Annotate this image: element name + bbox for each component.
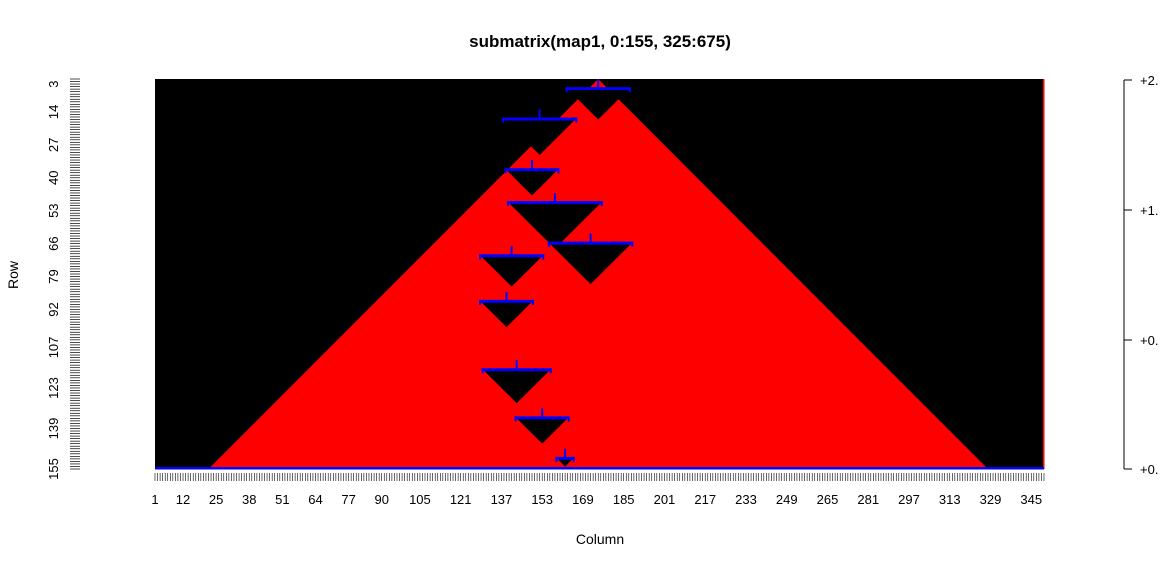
x-axis-tick-label: 297 xyxy=(898,492,920,507)
heatmap-cavity-stem xyxy=(541,408,544,419)
y-axis-tick-label: 139 xyxy=(46,418,61,440)
heatmap-edge-column xyxy=(1043,79,1045,469)
heatmap-cavity xyxy=(557,458,573,467)
colorbar-tick-label: +0. xyxy=(1140,462,1158,477)
heatmap-cavity-boundary-side xyxy=(631,241,634,247)
x-axis-tick-label: 281 xyxy=(857,492,879,507)
x-axis-tick-label: 217 xyxy=(694,492,716,507)
heatmap-cavity xyxy=(516,418,568,444)
heatmap-cavity-boundary-side xyxy=(542,254,545,260)
x-axis-tick-label: 77 xyxy=(341,492,355,507)
x-axis-tick-label: 1 xyxy=(151,492,158,507)
x-axis-tick-label: 38 xyxy=(242,492,256,507)
y-axis-tick-label: 3 xyxy=(46,80,61,87)
y-axis-tick-label: 123 xyxy=(46,377,61,399)
x-axis-tick-label: 313 xyxy=(939,492,961,507)
x-axis-tick-label: 90 xyxy=(374,492,388,507)
y-axis-tick-label: 66 xyxy=(46,236,61,250)
heatmap-cavity-boundary-side xyxy=(600,201,603,207)
heatmap-cavity xyxy=(549,243,632,285)
y-axis-tick-label: 92 xyxy=(46,302,61,316)
heatmap-cavity xyxy=(503,119,576,155)
heatmap-plot-area xyxy=(155,79,1045,469)
heatmap-cavity-boundary-side xyxy=(514,416,517,422)
colorbar-tick-label: +1. xyxy=(1140,203,1158,218)
heatmap-cavity-boundary-side xyxy=(481,368,484,374)
x-axis-tick-label: 169 xyxy=(572,492,594,507)
heatmap-cavity-stem xyxy=(589,233,592,244)
heatmap-cavity xyxy=(509,203,601,249)
x-axis-tick-label: 25 xyxy=(209,492,223,507)
heatmap-cavity-boundary-side xyxy=(479,254,482,260)
heatmap-cavity-stem xyxy=(510,246,513,257)
x-axis-tick-label: 137 xyxy=(491,492,513,507)
heatmap-cavity-stem xyxy=(505,291,508,302)
x-axis-tick-label: 345 xyxy=(1020,492,1042,507)
heatmap-cavity-boundary-side xyxy=(549,368,552,374)
x-axis-tick-label: 265 xyxy=(817,492,839,507)
x-axis-tick-label: 51 xyxy=(275,492,289,507)
heatmap-cavity-boundary-side xyxy=(628,87,631,93)
heatmap-cavity-stem xyxy=(538,109,541,120)
x-axis-tick-label: 121 xyxy=(450,492,472,507)
colorbar-tick-label: +2. xyxy=(1140,73,1158,88)
heatmap-cavity-stem xyxy=(530,160,533,171)
colorbar-tick-label: +0. xyxy=(1140,333,1158,348)
heatmap-cavity-boundary-side xyxy=(557,168,560,174)
heatmap-cavity-boundary-side xyxy=(507,201,510,207)
heatmap-cavity xyxy=(481,256,543,287)
x-axis-tick-label: 249 xyxy=(776,492,798,507)
x-axis-tick-label: 329 xyxy=(980,492,1002,507)
heatmap-cavity xyxy=(483,370,550,404)
y-axis-label: Row xyxy=(5,260,21,289)
y-axis-tick-labels: 3 14 27 40 53 66 79 92 107 123 139 155 xyxy=(46,80,61,479)
y-axis-tick-label: 107 xyxy=(46,337,61,359)
heatmap-cavity-stem xyxy=(515,360,518,371)
heatmap-cavity-boundary-side xyxy=(555,456,558,462)
heatmap-cavity-boundary-side xyxy=(565,87,568,93)
x-axis-ticks xyxy=(154,473,1045,481)
y-axis-tick-label: 14 xyxy=(46,105,61,119)
heatmap-cavity-stem xyxy=(564,448,567,459)
y-axis-tick-label: 155 xyxy=(46,458,61,480)
x-axis-label: Column xyxy=(576,531,624,547)
heatmap-cavity-boundary-side xyxy=(572,456,575,462)
x-axis-tick-label: 201 xyxy=(654,492,676,507)
x-axis-tick-label: 185 xyxy=(613,492,635,507)
heatmap-cavity-boundary-side xyxy=(479,299,482,305)
y-axis-ticks xyxy=(70,78,80,470)
heatmap-cavity-boundary-side xyxy=(575,117,578,123)
y-axis-tick-label: 27 xyxy=(46,138,61,152)
heatmap-cavity-boundary-side xyxy=(567,416,570,422)
heatmap-cavity-boundary-side xyxy=(547,241,550,247)
heatmap-boundary-layer xyxy=(155,79,1044,470)
heatmap-cavity-stem xyxy=(553,192,556,204)
heatmap-cavity xyxy=(481,301,532,328)
chart-title: submatrix(map1, 0:155, 325:675) xyxy=(469,32,731,51)
heatmap-cavity xyxy=(506,170,558,196)
x-axis-tick-label: 233 xyxy=(735,492,757,507)
colorbar: +2. +1. +0. +0. xyxy=(1123,73,1158,477)
heatmap-cavity-boundary-side xyxy=(501,117,504,123)
x-axis-tick-label: 105 xyxy=(409,492,431,507)
y-axis-tick-label: 53 xyxy=(46,203,61,217)
x-axis-tick-label: 153 xyxy=(531,492,553,507)
heatmap-cavity-boundary-side xyxy=(531,299,534,305)
y-axis-tick-label: 79 xyxy=(46,269,61,283)
heatmap-cavity-boundary-side xyxy=(504,168,507,174)
heatmap-bottom-boundary xyxy=(155,467,1044,470)
heatmap-cavity-stem xyxy=(597,79,600,90)
x-axis-tick-label: 12 xyxy=(176,492,190,507)
y-axis-tick-label: 40 xyxy=(46,171,61,185)
heatmap-cavity xyxy=(567,89,629,120)
x-axis-tick-label: 64 xyxy=(308,492,322,507)
x-axis-tick-labels: 1 12 25 38 51 64 77 90 105 121 137 153 169 185 201 217 2… xyxy=(151,492,1042,507)
